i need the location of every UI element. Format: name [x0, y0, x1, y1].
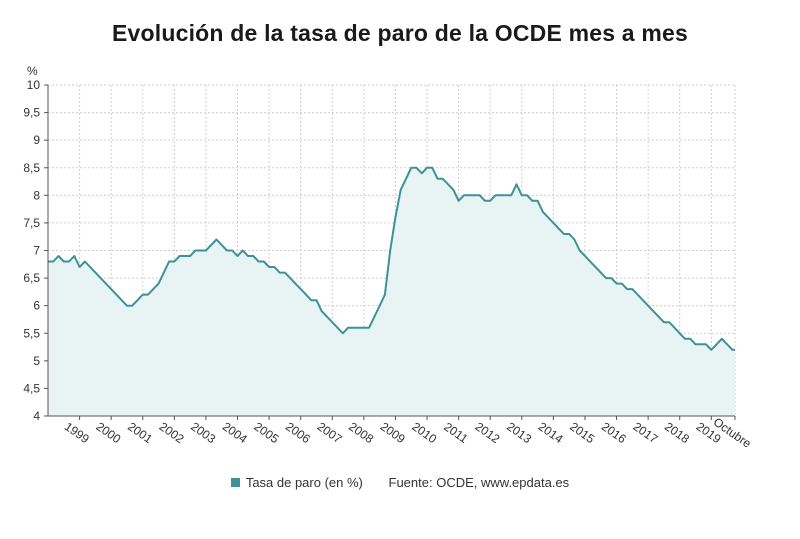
y-tick-label: 6: [33, 299, 40, 313]
series-area: [48, 167, 735, 416]
legend-swatch: [230, 478, 240, 487]
x-tick-label: 2001: [125, 419, 155, 446]
x-tick-label: 2017: [630, 419, 660, 446]
x-tick-label: 2009: [378, 419, 408, 446]
y-tick-label: 7: [33, 244, 40, 258]
x-axis-ticks: 1999 2000 2001 2002 2003 2004 2005 2006 2007 2008…: [62, 415, 754, 451]
x-tick-label: 2013: [504, 419, 534, 446]
x-tick-label: 2008: [346, 419, 376, 446]
chart-title: Evolución de la tasa de paro de la OCDE …: [111, 20, 689, 46]
x-tick-label: 2007: [315, 419, 345, 446]
y-tick-label: 9: [33, 133, 40, 147]
y-tick-label: 6,5: [23, 271, 40, 285]
y-axis-unit-label: %: [27, 64, 38, 78]
y-tick-label: 8: [33, 188, 40, 202]
y-tick-label: 8,5: [23, 161, 40, 175]
x-tick-label: 2014: [536, 419, 566, 446]
x-tick-label: 2006: [283, 419, 313, 446]
x-tick-label: 2003: [188, 419, 218, 446]
y-tick-label: 4: [33, 409, 40, 423]
x-tick-label: 2015: [567, 419, 597, 446]
y-axis-ticks: 4 4,5 5 5,5 6 6,5 7 7,5 8 8,5 9 9,5 10: [23, 78, 48, 423]
x-tick-label: 2010: [409, 419, 439, 446]
x-tick-label: 2000: [94, 419, 124, 446]
y-tick-label: 5,5: [23, 326, 40, 340]
y-tick-label: 9,5: [23, 106, 40, 120]
series-line: [48, 166, 735, 351]
x-tick-label: 1999: [62, 419, 92, 446]
legend-series-label: Tasa de paro (en %): [245, 475, 363, 490]
y-tick-label: 5: [33, 354, 40, 368]
x-tick-label: 2002: [157, 419, 187, 446]
y-tick-label: 4,5: [23, 381, 40, 395]
x-tick-label: 2011: [441, 420, 470, 446]
y-tick-label: 10: [27, 78, 41, 92]
x-tick-label: 2018: [662, 419, 692, 446]
source-label: Fuente: OCDE, www.epdata.es: [388, 475, 570, 490]
y-tick-label: 7,5: [23, 216, 40, 230]
x-tick-label: 2016: [599, 419, 629, 446]
x-tick-label: 2012: [473, 419, 503, 446]
x-tick-label: 2005: [251, 419, 281, 446]
x-tick-label: 2004: [220, 419, 250, 446]
legend: Tasa de paro (en %) Fuente: OCDE, www.ep…: [0, 475, 800, 490]
